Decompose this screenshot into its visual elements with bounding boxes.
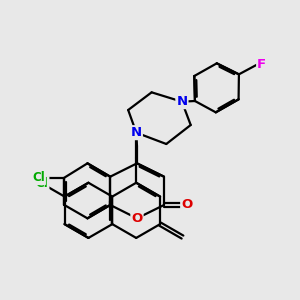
Text: O: O [181, 199, 192, 212]
Text: Cl: Cl [32, 171, 45, 184]
Text: Cl: Cl [36, 177, 49, 190]
Text: O: O [131, 212, 142, 225]
Text: N: N [176, 95, 188, 108]
Text: N: N [131, 126, 142, 139]
Text: F: F [257, 58, 266, 71]
